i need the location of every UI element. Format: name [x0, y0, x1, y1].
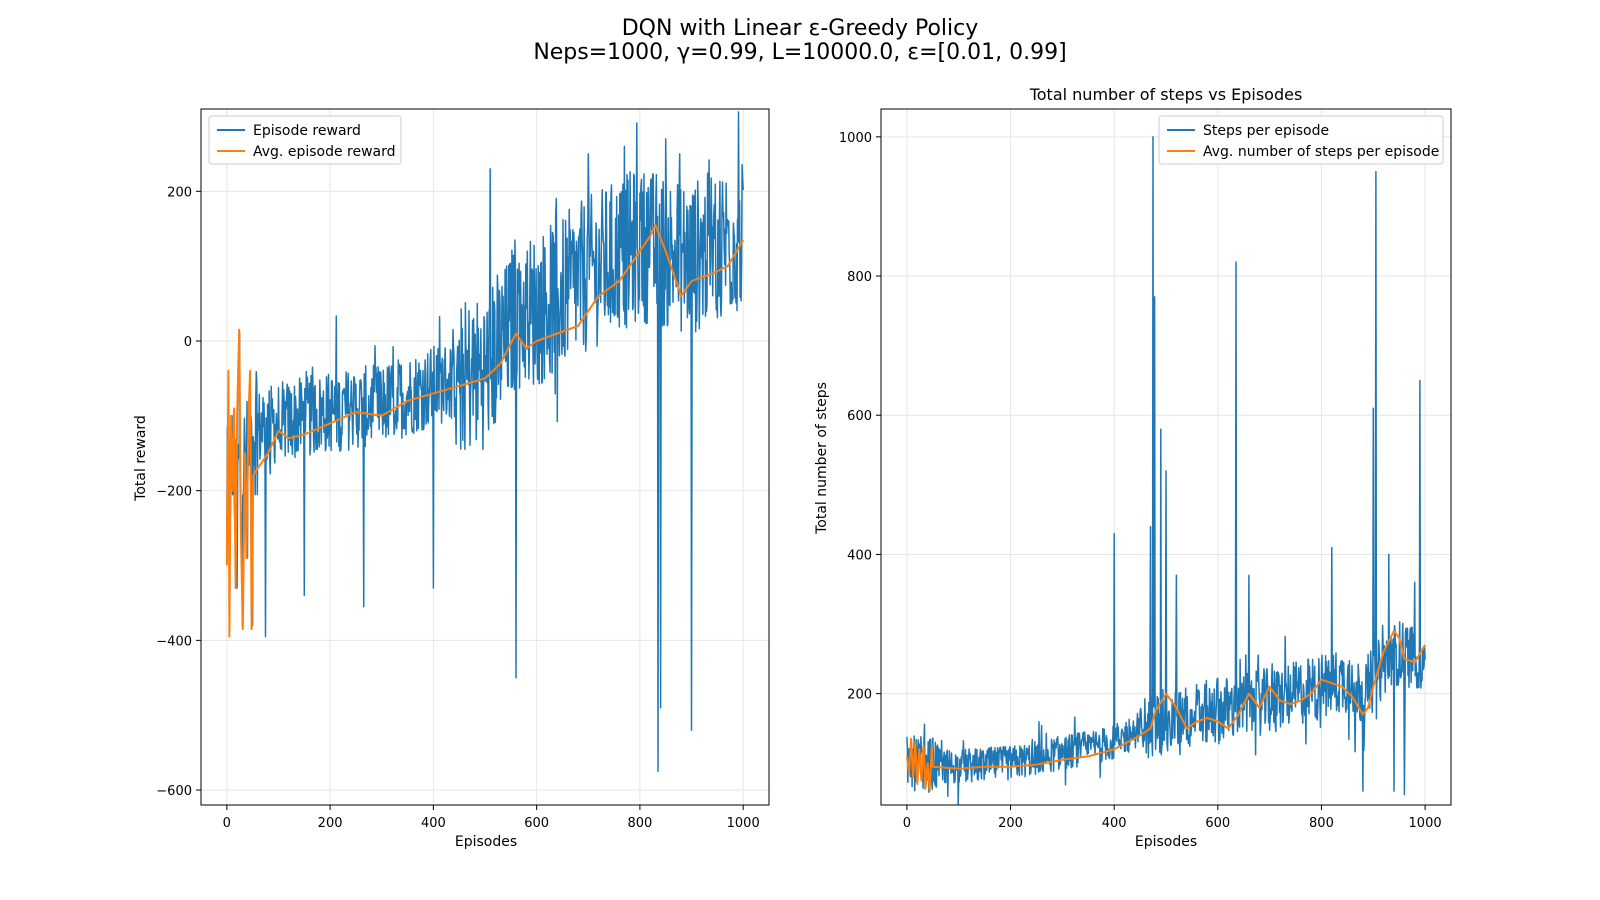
steps-ytick-label: 600 — [847, 409, 872, 424]
reward-xtick-label: 600 — [524, 816, 549, 831]
steps-xtick-label: 600 — [1205, 816, 1230, 831]
reward-legend-label-1: Episode reward — [253, 123, 361, 139]
steps-series-2-line — [905, 630, 1426, 793]
reward-ytick-label: −200 — [156, 485, 192, 500]
reward-xtick-label: 0 — [223, 816, 231, 831]
steps-series-1-line — [906, 136, 1426, 805]
steps-ytick-label: 1000 — [839, 131, 872, 146]
steps-axes-frame — [880, 108, 1452, 806]
reward-ytick-label: −400 — [156, 634, 192, 649]
reward-ytick-label: 0 — [184, 335, 192, 350]
reward-xtick-label: 200 — [318, 816, 343, 831]
steps-ytick-label: 800 — [847, 270, 872, 285]
reward-axes-frame — [200, 108, 770, 806]
steps-xtick-label: 400 — [1102, 816, 1127, 831]
reward-series-2-line — [225, 224, 745, 638]
steps-legend-box — [1158, 115, 1444, 165]
steps-legend: Steps per episode Avg. number of steps pe… — [1158, 115, 1444, 165]
steps-legend-label-1: Steps per episode — [1203, 123, 1329, 139]
reward-chart-xlabel: Episodes — [455, 834, 517, 850]
reward-ytick-label: 200 — [167, 185, 192, 200]
reward-ytick-label: −600 — [156, 784, 192, 799]
reward-chart-ylabel: Total reward — [133, 415, 149, 502]
reward-series-1-line — [226, 111, 744, 773]
steps-xtick-label: 800 — [1309, 816, 1334, 831]
steps-chart-title: Total number of steps vs Episodes — [1029, 85, 1303, 104]
reward-legend-label-2: Avg. episode reward — [253, 144, 396, 160]
steps-legend-label-2: Avg. number of steps per episode — [1203, 144, 1439, 160]
steps-ytick-label: 400 — [847, 548, 872, 563]
steps-ytick-label: 200 — [847, 688, 872, 703]
steps-xtick-label: 1000 — [1409, 816, 1442, 831]
reward-xtick-label: 1000 — [727, 816, 760, 831]
steps-chart: Total number of steps vs Episodes Episod… — [814, 85, 1452, 850]
reward-chart: Episodes Total reward 0 200 400 600 800 1000 −… — [133, 108, 770, 850]
reward-xtick-label: 400 — [421, 816, 446, 831]
reward-legend: Episode reward Avg. episode reward — [208, 115, 402, 165]
figure-title-line2: Neps=1000, γ=0.99, L=10000.0, ε=[0.01, 0… — [533, 40, 1067, 65]
steps-xtick-label: 200 — [998, 816, 1023, 831]
reward-legend-box — [208, 115, 402, 165]
steps-chart-xlabel: Episodes — [1135, 834, 1197, 850]
figure-title-line1: DQN with Linear ε-Greedy Policy — [621, 16, 979, 41]
reward-xtick-label: 800 — [627, 816, 652, 831]
steps-xtick-label: 0 — [903, 816, 911, 831]
steps-chart-ylabel: Total number of steps — [814, 382, 830, 535]
